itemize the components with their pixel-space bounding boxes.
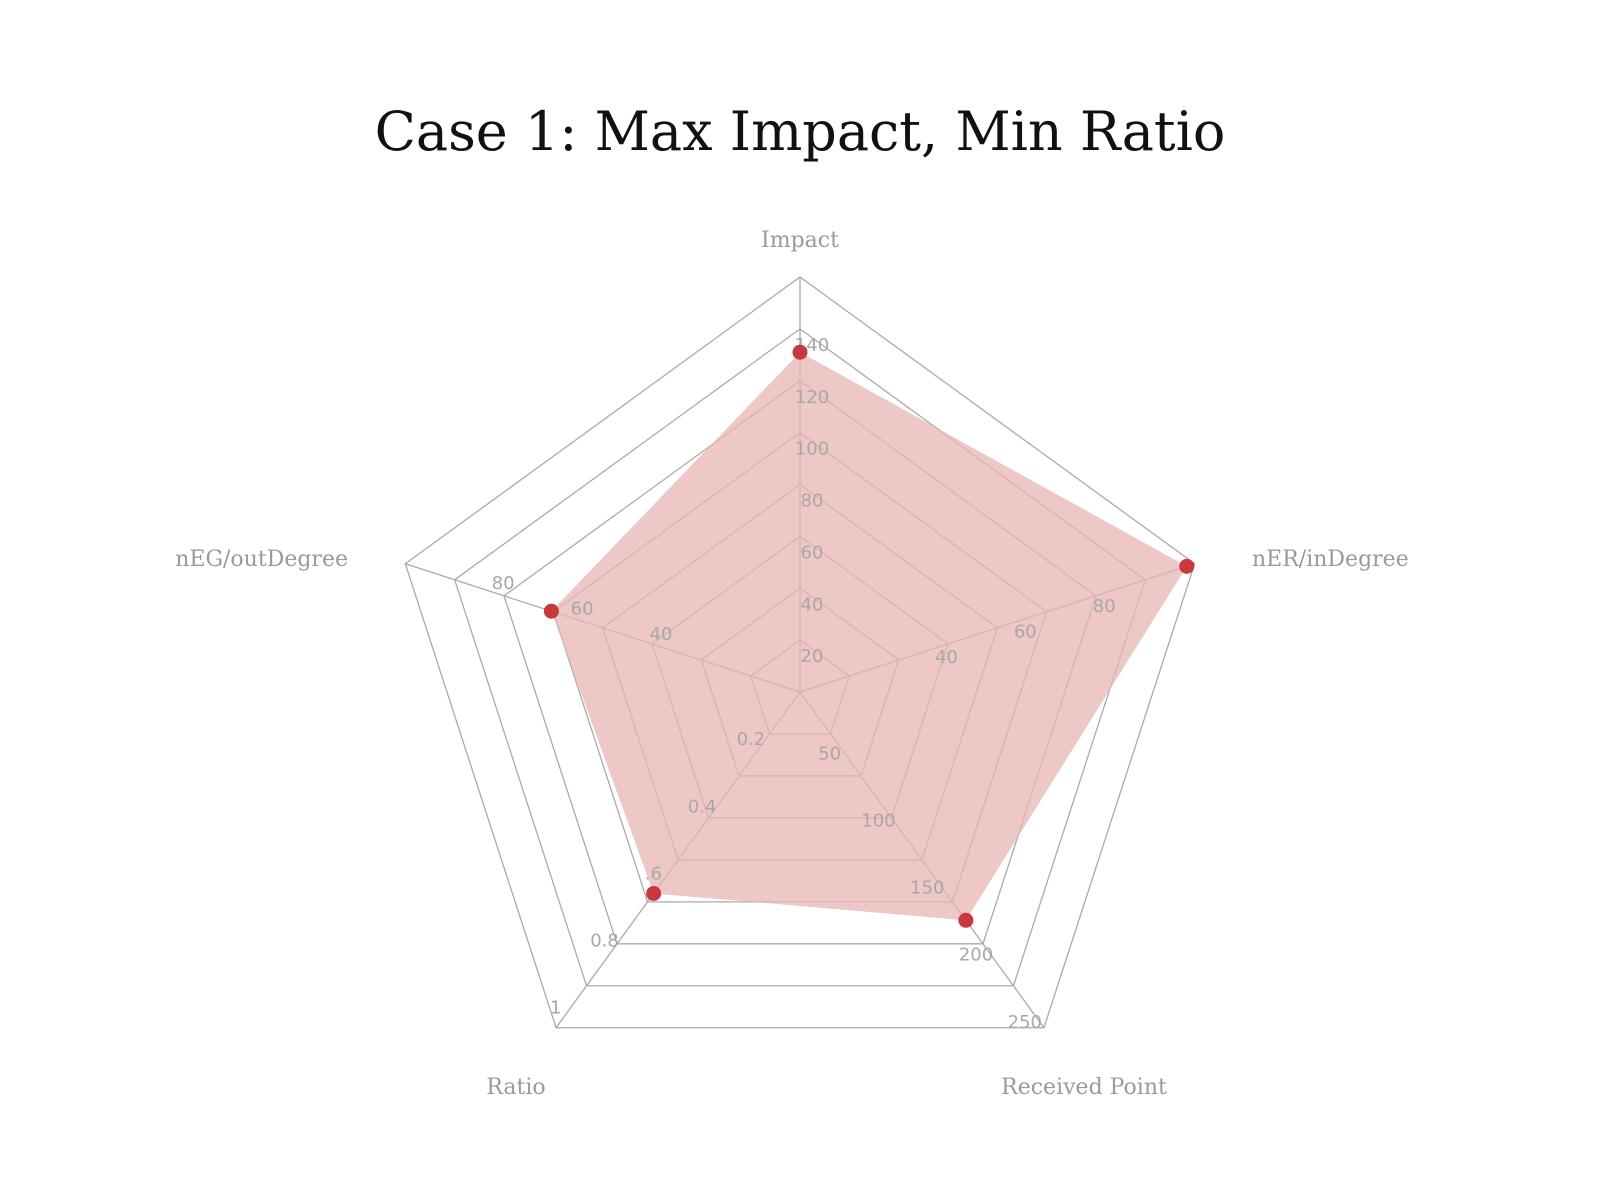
tick-label-impact-0: 20 [801,646,824,667]
point-layer [543,344,1195,928]
tick-label-neg-outdegree-1: 60 [571,599,594,620]
tick-label-impact-5: 120 [795,387,829,408]
data-point-received-point [958,912,974,928]
tick-label-layer: 20406080100120140406080501001502002500.2… [492,335,1116,1033]
tick-label-neg-outdegree-0: 40 [650,624,673,645]
tick-label-received-point-3: 200 [959,945,993,966]
axis-label-layer: Impact nER/inDegree Received Point Ratio nEG… [175,228,1409,1100]
tick-label-impact-4: 100 [795,439,829,460]
tick-label-ratio-0: 0.2 [737,729,766,750]
tick-label-ner-indegree-0: 40 [935,647,958,668]
data-point-neg-outdegree [543,603,559,619]
tick-label-ratio-4: 1 [550,998,561,1019]
axis-label-impact: Impact [761,228,839,253]
tick-label-ratio-2: .6 [645,863,662,884]
data-point-ner-indegree [1179,558,1195,574]
tick-label-ratio-1: 0.4 [688,796,717,817]
axis-label-ratio: Ratio [486,1075,545,1100]
chart-title: Case 1: Max Impact, Min Ratio [375,100,1226,163]
series-layer [551,352,1187,921]
axis-label-neg-outdegree: nEG/outDegree [175,547,348,572]
tick-label-received-point-0: 50 [818,743,841,764]
tick-label-neg-outdegree-2: 80 [492,573,515,594]
tick-label-received-point-1: 100 [861,810,895,831]
tick-label-ner-indegree-2: 80 [1093,596,1116,617]
axis-label-received-point: Received Point [1001,1075,1167,1100]
tick-label-impact-3: 80 [801,491,824,512]
series-area-0 [551,352,1187,921]
tick-label-impact-1: 40 [801,594,824,615]
tick-label-received-point-2: 150 [910,878,944,899]
tick-label-ratio-3: 0.8 [590,931,619,952]
axis-label-ner-indegree: nER/inDegree [1252,547,1409,572]
tick-label-ner-indegree-1: 60 [1014,621,1037,642]
tick-label-impact-2: 60 [801,542,824,563]
grid-ring-8 [404,276,1196,1029]
data-point-impact [792,344,808,360]
data-point-ratio [646,885,662,901]
tick-label-received-point-4: 250 [1008,1012,1042,1033]
